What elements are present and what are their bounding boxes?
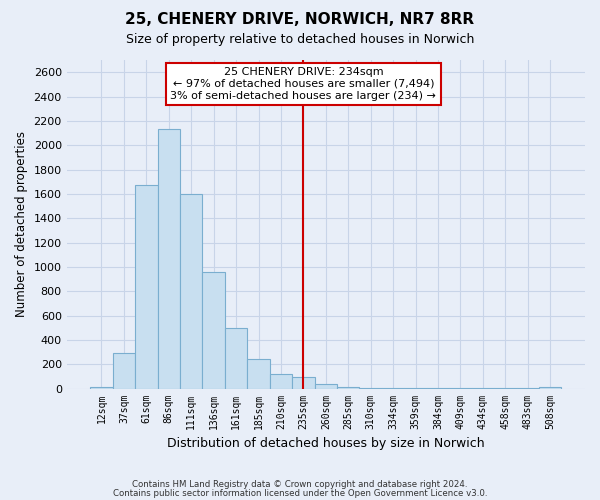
Text: 25, CHENERY DRIVE, NORWICH, NR7 8RR: 25, CHENERY DRIVE, NORWICH, NR7 8RR — [125, 12, 475, 28]
Text: 25 CHENERY DRIVE: 234sqm
← 97% of detached houses are smaller (7,494)
3% of semi: 25 CHENERY DRIVE: 234sqm ← 97% of detach… — [170, 68, 436, 100]
Bar — [539, 386, 562, 388]
Bar — [270, 374, 292, 388]
Text: Contains HM Land Registry data © Crown copyright and database right 2024.: Contains HM Land Registry data © Crown c… — [132, 480, 468, 489]
Bar — [180, 194, 202, 388]
Bar — [135, 186, 158, 388]
Text: Size of property relative to detached houses in Norwich: Size of property relative to detached ho… — [126, 32, 474, 46]
Bar — [113, 352, 135, 388]
Bar — [314, 384, 337, 388]
Bar — [292, 377, 314, 388]
Bar — [247, 358, 270, 388]
Bar — [202, 272, 225, 388]
Bar — [90, 386, 113, 388]
X-axis label: Distribution of detached houses by size in Norwich: Distribution of detached houses by size … — [167, 437, 485, 450]
Y-axis label: Number of detached properties: Number of detached properties — [15, 132, 28, 318]
Text: Contains public sector information licensed under the Open Government Licence v3: Contains public sector information licen… — [113, 488, 487, 498]
Bar — [225, 328, 247, 388]
Bar — [158, 130, 180, 388]
